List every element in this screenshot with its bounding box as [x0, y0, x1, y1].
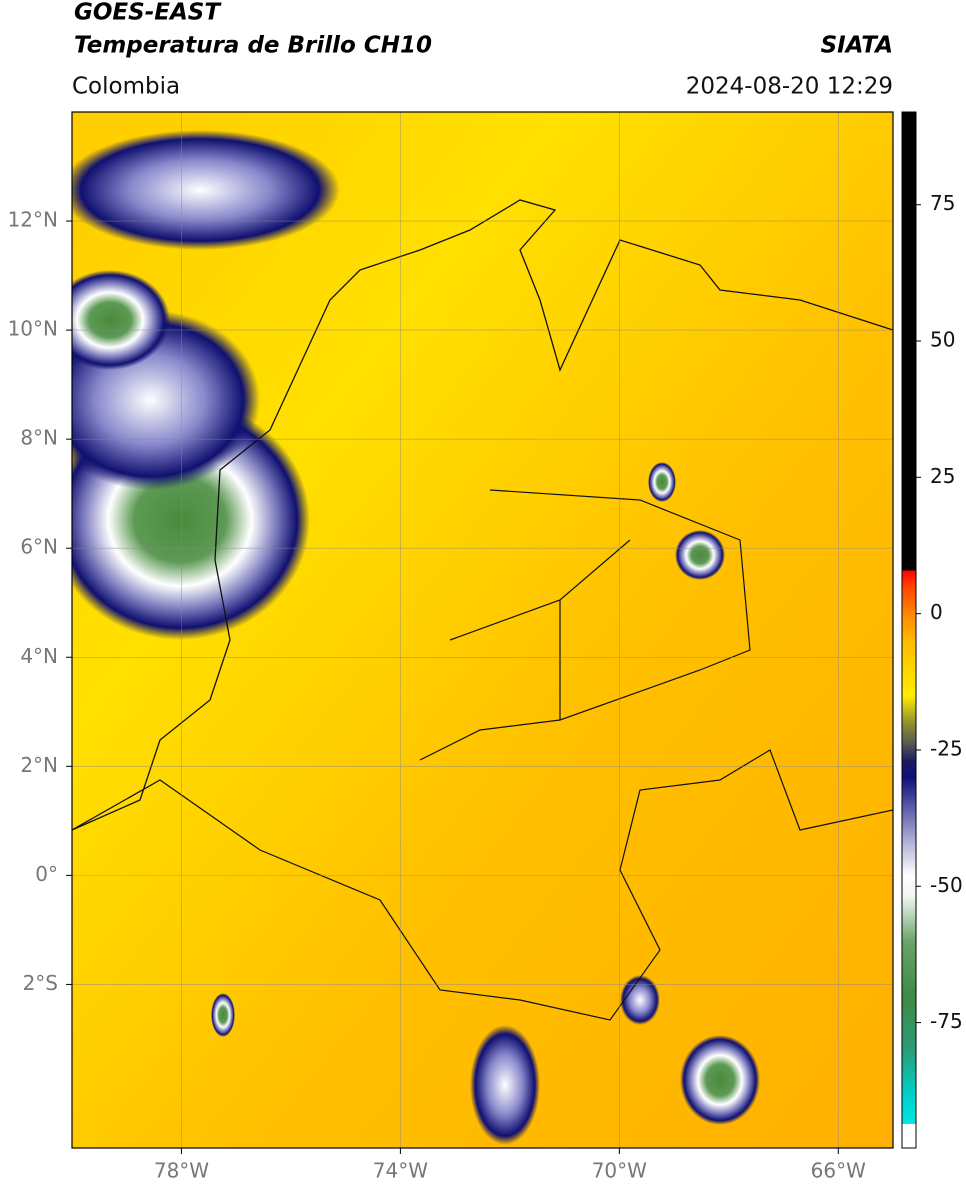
colorbar-tick-label: 0	[930, 600, 943, 624]
colorbar-tick-label: 75	[930, 191, 955, 215]
colorbar-segment	[902, 112, 916, 571]
colorbar-tick-label: 25	[930, 464, 955, 488]
datetime: 2024-08-20 12:29	[686, 74, 893, 100]
cloud	[211, 993, 235, 1037]
colorbar-segment	[902, 831, 916, 876]
colorbar-segment	[902, 570, 916, 587]
border	[72, 489, 893, 1021]
title-line1: GOES-EAST	[74, 0, 222, 26]
colorbar-tick-label: 50	[930, 328, 955, 352]
y-tick-label: 10°N	[8, 317, 58, 341]
y-tick-label: 2°N	[20, 753, 58, 777]
cloud	[470, 1025, 540, 1145]
map-frame	[71, 111, 894, 1149]
y-tick-label: 6°N	[20, 535, 58, 559]
colorbar-segment	[902, 1093, 916, 1124]
colorbar-segment	[902, 722, 916, 746]
colorbar-segment	[902, 640, 916, 696]
y-tick-label: 12°N	[8, 208, 58, 232]
colorbar-tick-label: -50	[930, 873, 963, 897]
y-tick-label: 0°	[35, 862, 58, 886]
colorbar-segment	[902, 760, 916, 778]
cloud	[72, 130, 340, 250]
x-tick-label: 78°W	[154, 1159, 209, 1183]
colorbar-tick-label: -75	[930, 1009, 963, 1033]
region: Colombia	[72, 74, 180, 100]
cloud	[680, 1035, 760, 1125]
colorbar-segment	[902, 995, 916, 1051]
x-tick-label: 74°W	[373, 1159, 428, 1183]
x-tick-label: 66°W	[811, 1159, 866, 1183]
coastline	[72, 199, 893, 831]
y-tick-label: 4°N	[20, 644, 58, 668]
colorbar-segment	[902, 777, 916, 833]
colorbar-frame	[901, 111, 917, 1149]
colorbar-segment	[902, 897, 916, 942]
cloud	[620, 975, 660, 1025]
cloud	[72, 270, 170, 370]
x-tick-label: 70°W	[592, 1159, 647, 1183]
colorbar-segment	[902, 586, 916, 615]
colorbar-segment	[902, 744, 916, 762]
source: SIATA	[821, 33, 893, 59]
y-tick-label: 8°N	[20, 426, 58, 450]
title-line2: Temperatura de Brillo CH10	[74, 33, 432, 59]
colorbar-segment	[902, 875, 916, 898]
colorbar-tick-label: -25	[930, 736, 963, 760]
imagery	[72, 112, 893, 1148]
colorbar-segment	[902, 1123, 916, 1149]
cloud	[675, 530, 725, 580]
y-tick-label: 2°S	[23, 971, 58, 995]
colorbar-segment	[902, 1049, 916, 1094]
colorbar-segment	[902, 613, 916, 642]
colorbar-segment	[902, 695, 916, 724]
cloud	[648, 462, 676, 502]
colorbar-segment	[902, 940, 916, 996]
